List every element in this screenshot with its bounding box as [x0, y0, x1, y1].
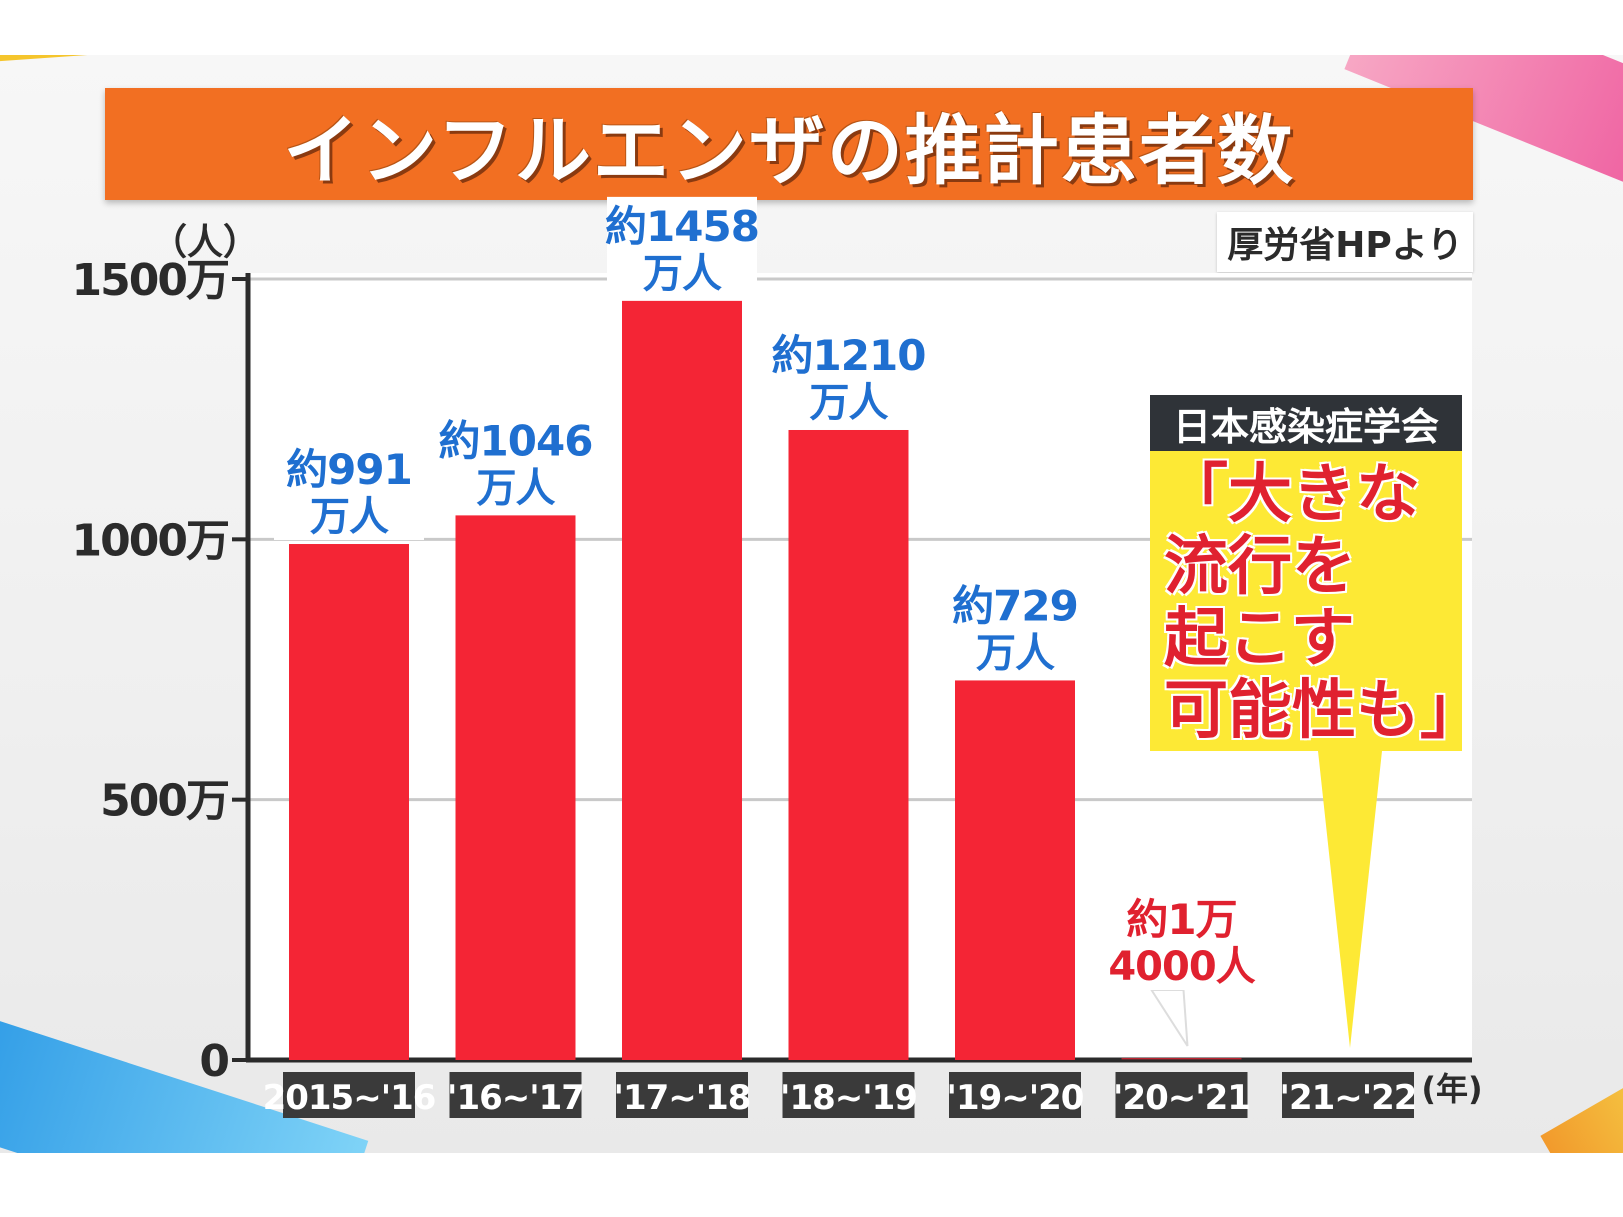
- data-label: 約1210: [772, 331, 926, 380]
- callout-pointer: [1318, 751, 1382, 1048]
- data-label: 約1046: [439, 416, 593, 465]
- data-label-box: [940, 576, 1090, 677]
- bar: [622, 300, 742, 1060]
- data-label: 万人: [310, 494, 389, 540]
- x-unit-label: (年): [1421, 1070, 1482, 1108]
- x-tick-label: '21~'22: [1280, 1078, 1417, 1118]
- data-label: 万人: [810, 380, 889, 426]
- x-tick-label: '19~'20: [947, 1078, 1084, 1118]
- callout-box: 「大きな 流行を 起こす 可能性も」: [1150, 451, 1484, 751]
- source-label: 厚労省HPより: [1217, 212, 1473, 272]
- x-tick-label: '18~'19: [780, 1078, 917, 1118]
- x-label-bg: [782, 1072, 915, 1118]
- y-tick-label: 1500万: [72, 255, 228, 306]
- data-label: 約1458: [605, 202, 759, 251]
- data-label: 約729: [952, 581, 1078, 630]
- x-label-bg: [949, 1072, 1081, 1118]
- callout-line: 「大きな: [1164, 458, 1420, 532]
- y-unit-label: （人）: [151, 222, 259, 263]
- y-tick-label: 0: [199, 1036, 228, 1087]
- chart-title: インフルエンザの推計患者数: [283, 106, 1295, 195]
- x-label-bg: [616, 1072, 748, 1118]
- x-label-bg: [449, 1072, 582, 1118]
- x-tick-label: '20~'21: [1113, 1078, 1250, 1118]
- bar: [455, 515, 576, 1060]
- callout-line: 起こす: [1164, 602, 1355, 676]
- callout-header: 日本感染症学会: [1150, 395, 1462, 451]
- x-tick-label: 2015~'16: [263, 1078, 436, 1118]
- data-label: 万人: [643, 251, 722, 297]
- x-tick-label: '17~'18: [614, 1078, 751, 1118]
- data-label: 約1万: [1126, 895, 1236, 944]
- data-label-box: [440, 411, 591, 512]
- callout-line: 流行を: [1164, 530, 1356, 604]
- data-label-box: [773, 325, 924, 426]
- x-label-bg: [1282, 1072, 1414, 1118]
- data-label-box: [1106, 890, 1257, 990]
- y-tick-label: 1000万: [72, 515, 228, 566]
- x-tick-label: '16~'17: [447, 1078, 584, 1118]
- data-label-box: [607, 196, 757, 297]
- bar: [1121, 1058, 1242, 1060]
- data-label: 約991: [286, 445, 412, 494]
- x-label-bg: [1115, 1072, 1248, 1118]
- bar: [289, 544, 409, 1060]
- data-label-box: [274, 440, 424, 541]
- y-tick-label: 500万: [100, 776, 228, 827]
- x-label-bg: [283, 1072, 415, 1118]
- bar: [788, 429, 909, 1060]
- data-label: 4000人: [1108, 944, 1255, 990]
- callout-line: 可能性も」: [1164, 674, 1484, 748]
- title-banner: インフルエンザの推計患者数: [105, 88, 1473, 200]
- data-label: 万人: [477, 465, 556, 511]
- bar: [955, 680, 1075, 1060]
- data-label: 万人: [976, 630, 1055, 676]
